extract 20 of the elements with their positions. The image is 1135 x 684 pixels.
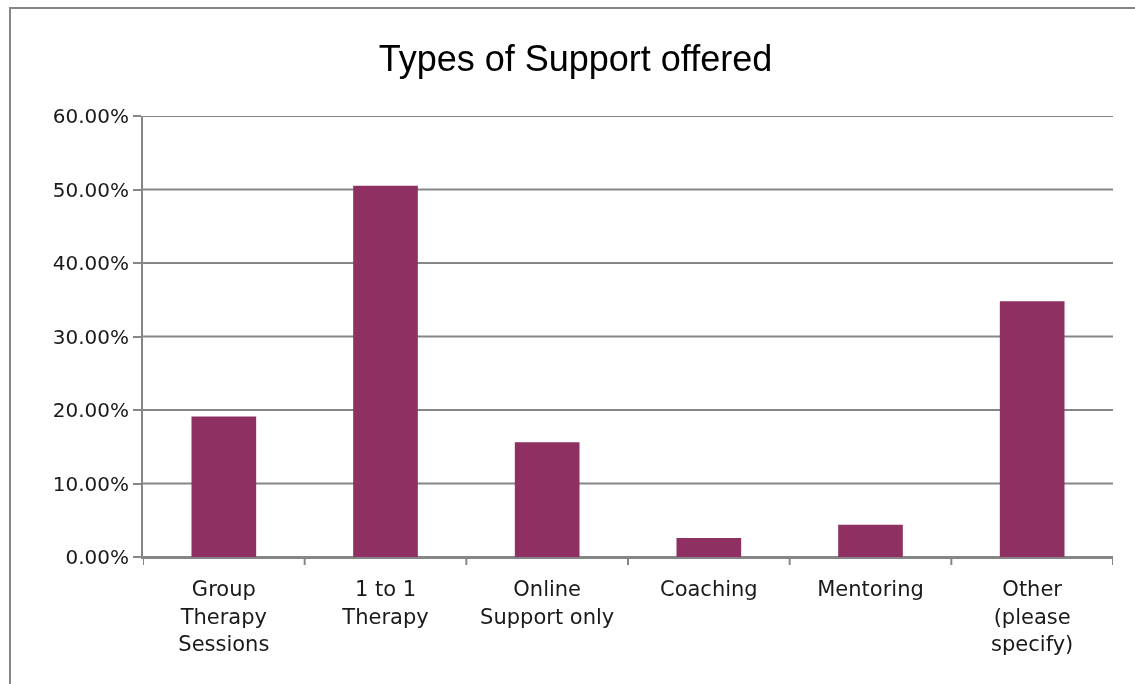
y-tick-label: 0.00% bbox=[65, 545, 129, 569]
x-tick-label: 1 to 1 Therapy bbox=[341, 577, 429, 629]
bar bbox=[676, 537, 742, 557]
y-tick-label: 30.00% bbox=[52, 324, 129, 349]
x-tick-label: Online Support only bbox=[480, 577, 615, 629]
y-tick-label: 40.00% bbox=[52, 251, 129, 275]
bar bbox=[999, 301, 1065, 557]
x-tick-label: Group Therapy Sessions bbox=[178, 577, 270, 656]
y-tick-label: 60.00% bbox=[52, 104, 129, 128]
y-tick-label: 20.00% bbox=[52, 398, 129, 422]
y-tick-label: 50.00% bbox=[52, 177, 129, 202]
x-tick-label: Coaching bbox=[659, 577, 758, 602]
x-tick-label: Other (please specify) bbox=[991, 577, 1074, 656]
y-tick-label: 10.00% bbox=[52, 471, 129, 496]
x-tick-label: Mentoring bbox=[817, 577, 924, 602]
bar bbox=[191, 416, 257, 557]
chart-title: Types of Support offered bbox=[378, 37, 773, 79]
bar bbox=[838, 524, 903, 557]
bar bbox=[514, 442, 580, 557]
bar bbox=[353, 185, 418, 557]
